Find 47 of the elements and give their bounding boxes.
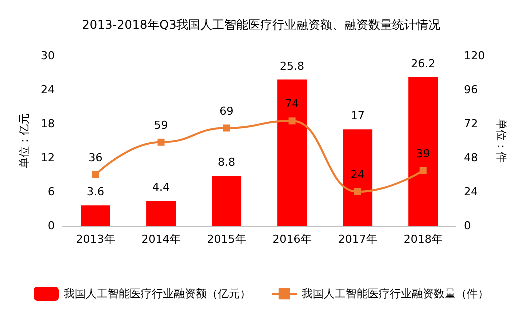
bar	[278, 80, 308, 226]
y2-axis-title: 单位：件	[495, 119, 508, 163]
point	[158, 138, 165, 146]
data-label: 39	[416, 147, 430, 160]
data-label: 36	[88, 152, 103, 164]
point	[354, 188, 362, 196]
bar	[343, 130, 373, 226]
legend-label: 我国人工智能医疗行业融资数量（件）	[302, 288, 489, 300]
x-tick-label: 2014年	[142, 233, 181, 246]
y2-tick-label: 24	[464, 186, 478, 198]
bar	[81, 206, 110, 226]
legend-label: 我国人工智能医疗行业融资额（亿元）	[64, 288, 251, 300]
bar	[408, 78, 438, 226]
data-label: 59	[154, 118, 168, 132]
data-label: 4.4	[152, 181, 170, 194]
data-label: 24	[350, 168, 365, 182]
y2-tick-label: 48	[464, 152, 478, 164]
point	[223, 124, 230, 132]
x-tick-label: 2017年	[338, 233, 378, 246]
data-label: 3.6	[87, 186, 105, 199]
bar	[146, 201, 176, 226]
x-tick-label: 2015年	[207, 233, 246, 246]
bar	[212, 176, 242, 226]
data-label: 17	[350, 110, 365, 123]
y-tick-label: 12	[41, 152, 55, 164]
point	[288, 118, 296, 125]
data-label: 25.8	[280, 60, 305, 73]
x-tick-label: 2018年	[404, 233, 443, 246]
y2-tick-label: 72	[464, 118, 478, 130]
chart-title: 2013-2018年Q3我国人工智能医疗行业融资额、融资数量统计情况	[82, 18, 441, 32]
data-label: 69	[220, 104, 234, 118]
x-tick-label: 2016年	[272, 233, 312, 246]
y-tick-label: 18	[41, 118, 55, 130]
y-tick-label: 30	[41, 50, 55, 62]
data-label: 26.2	[411, 58, 436, 71]
y-axis-title: 单位：亿元	[18, 114, 32, 168]
point	[92, 172, 100, 178]
x-tick-label: 2013年	[76, 233, 116, 246]
y-tick-label: 6	[48, 186, 55, 198]
point	[420, 167, 427, 174]
data-label: 8.8	[218, 156, 236, 170]
y2-tick-label: 0	[464, 220, 472, 232]
y2-tick-label: 96	[464, 84, 478, 96]
y-tick-label: 24	[41, 84, 55, 96]
y2-tick-label: 120	[464, 50, 486, 62]
data-label: 74	[285, 98, 300, 111]
y-tick-label: 0	[48, 220, 55, 232]
